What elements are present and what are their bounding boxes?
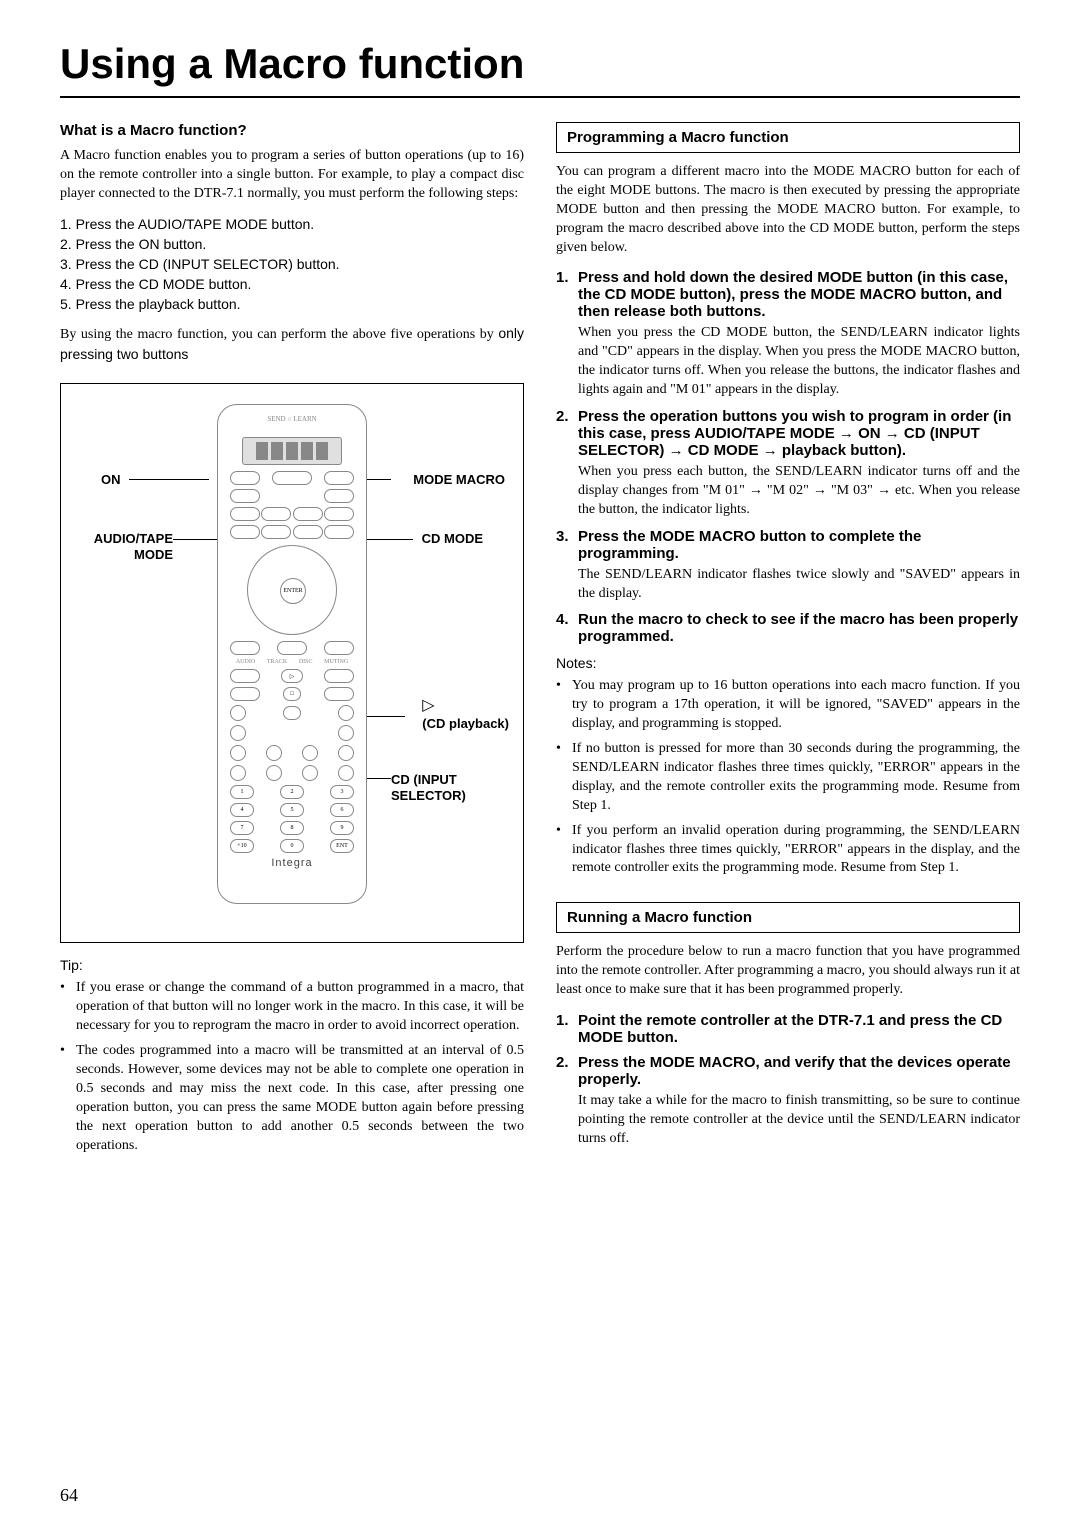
page-title: Using a Macro function — [60, 40, 1020, 98]
prog-step-4: 4. Run the macro to check to see if the … — [556, 611, 1020, 645]
prog-step-3: 3. Press the MODE MACRO button to comple… — [556, 528, 1020, 604]
intro-paragraph: A Macro function enables you to program … — [60, 147, 524, 204]
prog-step-2-desc: When you press each button, the SEND/LEA… — [578, 463, 1020, 520]
remote-brand: Integra — [226, 857, 358, 869]
running-heading: Running a Macro function — [556, 902, 1020, 933]
remote-body: SEND ○ LEARN ENTER AUDIOTRACKDISCMUTING … — [217, 404, 367, 904]
running-steps: 1. Point the remote controller at the DT… — [556, 1012, 1020, 1149]
tip-2: The codes programmed into a macro will b… — [60, 1042, 524, 1155]
note-1: You may program up to 16 button operatio… — [556, 677, 1020, 734]
programming-steps: 1. Press and hold down the desired MODE … — [556, 269, 1020, 645]
run-step-2-desc: It may take a while for the macro to fin… — [578, 1092, 1020, 1149]
label-audio-tape: AUDIO/TAPE MODE — [63, 531, 173, 562]
running-intro: Perform the procedure below to run a mac… — [556, 943, 1020, 1000]
note-2: If no button is pressed for more than 30… — [556, 740, 1020, 816]
content-columns: What is a Macro function? A Macro functi… — [60, 122, 1020, 1161]
prog-step-3-desc: The SEND/LEARN indicator flashes twice s… — [578, 566, 1020, 604]
page-number: 64 — [60, 1485, 78, 1506]
programming-heading: Programming a Macro function — [556, 122, 1020, 153]
prog-step-2: 2. Press the operation buttons you wish … — [556, 408, 1020, 520]
right-column: Programming a Macro function You can pro… — [556, 122, 1020, 1161]
what-is-heading: What is a Macro function? — [60, 122, 524, 139]
prog-step-1-desc: When you press the CD MODE button, the S… — [578, 324, 1020, 400]
step-1: 1. Press the AUDIO/TAPE MODE button. — [60, 216, 524, 232]
macro-summary-a: By using the macro function, you can per… — [60, 327, 498, 342]
label-on: ON — [101, 472, 121, 488]
label-mode-macro: MODE MACRO — [413, 472, 505, 488]
prog-step-4-title: Run the macro to check to see if the mac… — [578, 611, 1018, 645]
tip-label: Tip: — [60, 957, 524, 973]
macro-summary-paragraph: By using the macro function, you can per… — [60, 324, 524, 366]
normal-steps-list: 1. Press the AUDIO/TAPE MODE button. 2. … — [60, 216, 524, 312]
label-cd-mode: CD MODE — [422, 531, 483, 547]
prog-step-3-title: Press the MODE MACRO button to complete … — [578, 528, 921, 562]
note-3: If you perform an invalid operation duri… — [556, 822, 1020, 879]
tips-list: If you erase or change the command of a … — [60, 979, 524, 1155]
step-4: 4. Press the CD MODE button. — [60, 276, 524, 292]
tip-1: If you erase or change the command of a … — [60, 979, 524, 1036]
run-step-1: 1. Point the remote controller at the DT… — [556, 1012, 1020, 1046]
prog-step-1-title: Press and hold down the desired MODE but… — [578, 269, 1008, 320]
programming-intro: You can program a different macro into t… — [556, 163, 1020, 257]
prog-step-1: 1. Press and hold down the desired MODE … — [556, 269, 1020, 400]
left-column: What is a Macro function? A Macro functi… — [60, 122, 524, 1161]
run-step-2-title: Press the MODE MACRO, and verify that th… — [578, 1054, 1011, 1088]
label-cd-playback: ▷ (CD playback) — [422, 696, 509, 731]
run-step-2: 2. Press the MODE MACRO, and verify that… — [556, 1054, 1020, 1149]
step-2: 2. Press the ON button. — [60, 236, 524, 252]
label-cd-input: CD (INPUT SELECTOR) — [391, 772, 491, 803]
run-step-1-title: Point the remote controller at the DTR-7… — [578, 1012, 1002, 1046]
step-3: 3. Press the CD (INPUT SELECTOR) button. — [60, 256, 524, 272]
notes-label: Notes: — [556, 655, 1020, 671]
step-5: 5. Press the playback button. — [60, 296, 524, 312]
notes-list: You may program up to 16 button operatio… — [556, 677, 1020, 878]
remote-dpad: ENTER — [247, 545, 337, 635]
prog-step-2-title: Press the operation buttons you wish to … — [578, 408, 1011, 459]
remote-lcd — [242, 437, 342, 465]
remote-figure: ON AUDIO/TAPE MODE MODE MACRO CD MODE ▷ … — [60, 383, 524, 943]
